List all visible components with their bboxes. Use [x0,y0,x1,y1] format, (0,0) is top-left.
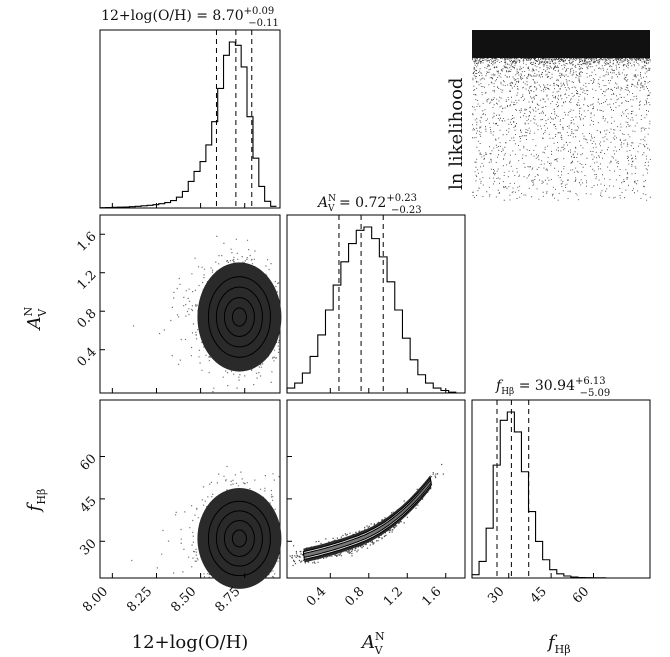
av-axis-label: AN V [360,630,385,657]
oh-xtick-label: 8.00 [80,584,111,615]
ln-likelihood-panel [472,30,651,201]
fhb-ytick-label: 60 [77,452,99,474]
av-fhb-scatter [289,463,444,567]
oh-xtick-label: 8.25 [124,584,155,615]
oh-histogram [99,30,277,209]
oh-av-contour-2 [215,286,263,348]
av-hist-step [286,226,457,393]
av-xtick-label: 0.4 [304,584,329,609]
oh-fhb-contour-3 [223,519,255,557]
fhb-xtick-label: 45 [528,584,550,606]
av-y-axis-label: ANV [22,306,49,331]
oh-fhb-scatter [131,465,282,589]
oh-xtick-label: 8.50 [168,584,199,615]
av-xtick-label: 1.6 [419,584,444,609]
oh-av-scatter [132,235,282,393]
lnlike-dense-band [472,30,650,58]
oh-axis-label: 12+log(O/H) [132,632,249,653]
oh-av-contour-1 [207,276,271,358]
oh-fhb-contour-2 [215,510,263,567]
ln-likelihood-label: ln likelihood [446,78,467,190]
oh-av-contour-4 [231,307,247,327]
av-xtick-label: 1.2 [381,584,406,609]
fhb-title: fHβ = 30.94+6.13 −5.09 [495,376,610,399]
av-fhb-outer-band [303,475,432,563]
oh-av-contour-0 [197,262,282,372]
fhb-ytick-label: 45 [77,494,99,516]
fhb-axis-label: fHβ [546,632,571,656]
av-title: AN V = 0.72+0.23 −0.23 [316,193,422,216]
av-fhb-mid-band [302,476,432,561]
lnlike-points [472,58,651,201]
oh-fhb-contour-4 [231,529,247,548]
av-ytick-label: 1.6 [74,229,99,254]
oh-vs-fhb-panel [99,399,281,579]
oh-hist-step [99,41,277,209]
fhb-ytick-label: 30 [77,536,99,558]
fhb-y-axis-label: fHβ [24,489,48,514]
oh-histogram-panel [99,29,281,209]
fhb-histogram-panel [471,399,651,579]
av-histogram [286,215,457,393]
av-ytick-label: 0.4 [74,345,99,370]
fhb-xtick-label: 60 [570,584,592,606]
oh-title: 12+log(O/H) = 8.70+0.09 −0.11 [101,6,279,29]
av-histogram-panel [286,214,466,394]
av-xtick-label: 0.8 [342,584,367,609]
fhb-histogram [471,400,607,579]
fhb-hist-step [471,411,607,579]
oh-fhb-contour-0 [197,488,282,589]
av-ytick-label: 1.2 [74,268,99,293]
av-fhb-inner-band [302,478,432,558]
oh-av-contour-3 [223,296,255,337]
fhb-xtick-label: 30 [485,584,507,606]
oh-fhb-contour-1 [207,500,271,577]
av-ytick-label: 0.8 [74,306,99,331]
oh-xtick-label: 8.75 [212,584,243,615]
av-vs-fhb-panel [286,399,466,579]
